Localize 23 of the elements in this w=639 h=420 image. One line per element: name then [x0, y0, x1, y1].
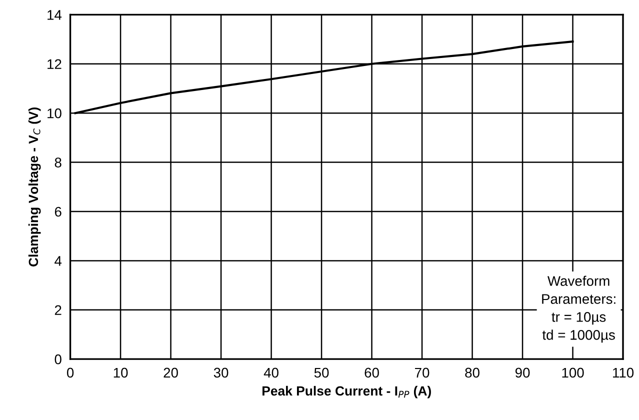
x-tick-label: 60 — [364, 368, 379, 378]
y-tick-label: 10 — [48, 108, 62, 118]
y-axis-title: Clamping Voltage - V$_{C}$ (V) — [28, 108, 41, 266]
y-tick-label: 0 — [54, 354, 62, 364]
x-tick-label: 100 — [562, 368, 584, 378]
y-tick-label: 14 — [48, 10, 62, 20]
x-tick-label: 30 — [214, 368, 228, 378]
x-tick-label: 80 — [465, 368, 480, 378]
x-tick-label: 110 — [613, 368, 634, 378]
y-tick-label: 4 — [54, 256, 62, 266]
x-tick-label: 40 — [264, 368, 278, 378]
x-tick-label: 50 — [314, 368, 329, 378]
y-tick-label: 12 — [48, 59, 62, 69]
x-tick-label: 10 — [114, 368, 128, 378]
x-tick-label: 70 — [415, 368, 430, 378]
y-tick-label: 8 — [54, 158, 62, 168]
annotation: Waveform Parameters: tr = 10µs td = 1000µs — [542, 276, 616, 343]
x-axis-title: Peak Pulse Current - I$_{PP}$ (A) — [262, 386, 431, 398]
x-tick-label: 20 — [164, 368, 178, 378]
x-tick-label: 0 — [66, 368, 74, 378]
y-tick-label: 2 — [54, 305, 62, 315]
x-tick-label: 90 — [515, 368, 530, 378]
y-tick-label: 6 — [54, 206, 62, 217]
